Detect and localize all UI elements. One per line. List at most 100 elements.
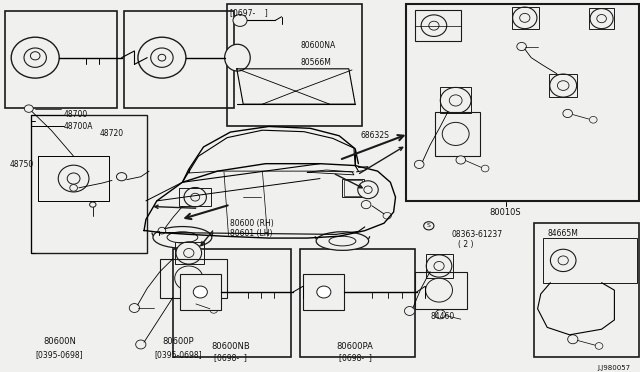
Bar — [406, 4, 639, 201]
Ellipse shape — [361, 201, 371, 209]
Ellipse shape — [429, 21, 439, 30]
Text: 48720: 48720 — [99, 129, 124, 138]
Text: 84665M: 84665M — [548, 229, 579, 238]
Text: 80601 (LH): 80601 (LH) — [230, 229, 273, 238]
Text: 80600PA: 80600PA — [337, 342, 374, 351]
Bar — [440, 87, 471, 113]
Ellipse shape — [440, 87, 471, 113]
Ellipse shape — [557, 81, 569, 90]
Ellipse shape — [129, 304, 140, 312]
Ellipse shape — [596, 15, 606, 23]
Bar — [415, 10, 461, 41]
Bar — [31, 115, 147, 253]
Ellipse shape — [513, 7, 537, 29]
Ellipse shape — [415, 160, 424, 169]
Bar — [300, 249, 415, 357]
Text: 68632S: 68632S — [361, 131, 390, 140]
Ellipse shape — [517, 42, 526, 51]
Ellipse shape — [383, 212, 392, 219]
Bar — [589, 8, 614, 29]
Text: 48700A: 48700A — [64, 122, 93, 131]
Bar — [534, 223, 639, 357]
Bar — [543, 238, 637, 283]
Bar — [435, 112, 480, 156]
Bar — [173, 249, 291, 357]
Ellipse shape — [210, 307, 218, 313]
Text: [0395-0698]: [0395-0698] — [154, 350, 202, 359]
Bar — [342, 179, 364, 197]
Ellipse shape — [90, 202, 96, 207]
Bar — [344, 180, 362, 196]
Ellipse shape — [153, 227, 212, 248]
Ellipse shape — [24, 48, 47, 67]
Ellipse shape — [520, 13, 530, 22]
Text: [0697-    ]: [0697- ] — [230, 8, 268, 17]
Bar — [549, 74, 577, 97]
Ellipse shape — [116, 173, 127, 181]
Ellipse shape — [442, 122, 469, 145]
Text: 84460: 84460 — [430, 312, 454, 321]
Ellipse shape — [193, 286, 207, 298]
Ellipse shape — [138, 37, 186, 78]
Ellipse shape — [151, 48, 173, 67]
Ellipse shape — [434, 262, 444, 270]
Ellipse shape — [550, 249, 576, 272]
Bar — [426, 254, 453, 278]
Ellipse shape — [70, 185, 77, 191]
Ellipse shape — [421, 15, 447, 36]
Bar — [124, 11, 234, 108]
Ellipse shape — [184, 248, 194, 257]
Ellipse shape — [58, 165, 89, 192]
Ellipse shape — [449, 95, 462, 106]
Ellipse shape — [158, 54, 166, 61]
Bar — [179, 188, 211, 206]
Bar — [160, 259, 227, 298]
Ellipse shape — [590, 9, 613, 29]
Ellipse shape — [558, 256, 568, 265]
Ellipse shape — [589, 116, 597, 123]
Ellipse shape — [225, 44, 250, 71]
Ellipse shape — [175, 266, 203, 291]
Ellipse shape — [426, 255, 452, 277]
Ellipse shape — [456, 156, 466, 164]
Ellipse shape — [12, 37, 60, 78]
Ellipse shape — [176, 242, 202, 264]
Text: 80600NB: 80600NB — [211, 342, 250, 351]
Ellipse shape — [404, 307, 415, 315]
Ellipse shape — [67, 173, 80, 184]
Ellipse shape — [192, 285, 209, 299]
Ellipse shape — [435, 310, 445, 319]
Ellipse shape — [191, 193, 200, 201]
Ellipse shape — [186, 299, 196, 308]
Text: 48750: 48750 — [10, 160, 34, 169]
Ellipse shape — [329, 236, 356, 246]
Ellipse shape — [568, 335, 578, 344]
Text: 80010S: 80010S — [490, 208, 522, 217]
Ellipse shape — [563, 109, 573, 118]
Ellipse shape — [184, 187, 206, 207]
Ellipse shape — [426, 278, 452, 302]
Bar — [227, 4, 362, 126]
Ellipse shape — [550, 74, 577, 97]
Ellipse shape — [316, 232, 369, 250]
Text: 80600N: 80600N — [43, 337, 76, 346]
Ellipse shape — [158, 227, 166, 234]
Text: 48700: 48700 — [64, 110, 88, 119]
Ellipse shape — [167, 232, 198, 243]
Ellipse shape — [364, 186, 372, 193]
Bar — [512, 7, 539, 29]
Bar — [175, 242, 204, 264]
Text: 80600 (RH): 80600 (RH) — [230, 219, 274, 228]
Text: ( 2 ): ( 2 ) — [458, 240, 473, 249]
Ellipse shape — [358, 181, 378, 199]
Ellipse shape — [481, 165, 489, 172]
Text: [0395-0698]: [0395-0698] — [36, 350, 83, 359]
Ellipse shape — [595, 343, 603, 349]
Ellipse shape — [24, 105, 33, 112]
Bar — [415, 272, 467, 309]
Bar — [5, 11, 117, 108]
Text: 80600P: 80600P — [162, 337, 194, 346]
Text: 80566M: 80566M — [301, 58, 332, 67]
Ellipse shape — [233, 15, 247, 26]
Bar — [303, 274, 344, 310]
